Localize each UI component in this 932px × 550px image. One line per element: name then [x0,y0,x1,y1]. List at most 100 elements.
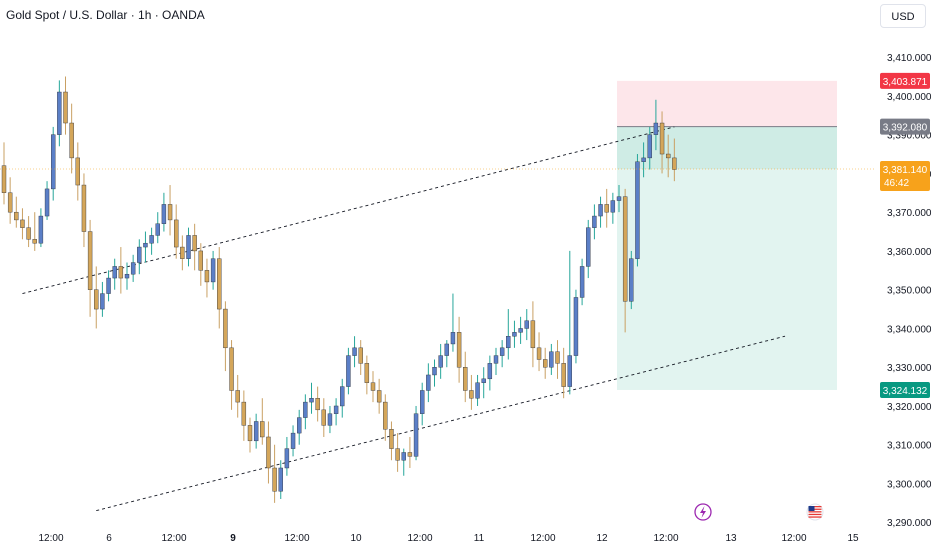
candle[interactable] [573,289,579,364]
candle[interactable] [518,316,523,344]
candle[interactable] [456,316,462,383]
candle[interactable] [512,320,517,348]
candle[interactable] [7,177,13,224]
candle[interactable] [38,208,44,248]
candle[interactable] [610,192,616,224]
candle[interactable] [487,355,493,391]
candle[interactable] [137,239,142,275]
candle[interactable] [641,142,646,178]
candle[interactable] [57,80,62,147]
candle[interactable] [346,347,351,395]
stop-loss-zone[interactable] [617,80,837,127]
candle[interactable] [87,219,93,317]
candle[interactable] [432,359,437,387]
candle[interactable] [543,347,548,379]
candle[interactable] [401,448,406,476]
candle[interactable] [395,433,400,472]
candle[interactable] [278,460,283,499]
candle[interactable] [315,386,320,422]
candle[interactable] [309,382,314,414]
candle[interactable] [659,111,665,174]
candle[interactable] [235,374,240,418]
candle[interactable] [284,436,290,476]
candle[interactable] [450,293,456,352]
candle[interactable] [155,212,160,244]
candle[interactable] [635,154,640,267]
candle[interactable] [161,192,167,232]
candle[interactable] [586,219,591,279]
candle[interactable] [229,340,234,410]
candle[interactable] [506,309,511,360]
candle[interactable] [247,417,253,453]
candle[interactable] [210,250,216,290]
candle[interactable] [14,196,19,228]
candle[interactable] [555,340,560,379]
candle[interactable] [561,347,566,399]
candle[interactable] [106,270,111,302]
candle[interactable] [241,390,247,441]
candle[interactable] [524,309,529,341]
candle[interactable] [112,258,117,290]
candle[interactable] [130,254,136,282]
candle[interactable] [444,340,449,368]
candle[interactable] [26,216,31,248]
candle[interactable] [272,444,277,503]
candle[interactable] [217,247,222,329]
candle[interactable] [376,378,382,414]
candle[interactable] [260,398,265,445]
candle[interactable] [204,258,210,298]
candle[interactable] [579,258,585,306]
candle[interactable] [167,185,173,236]
candle[interactable] [143,231,148,263]
take-profit-zone[interactable] [617,126,837,390]
candle[interactable] [413,405,419,461]
candle[interactable] [420,382,425,426]
candle[interactable] [647,126,652,170]
candle[interactable] [352,336,357,368]
candle[interactable] [598,196,603,228]
channel-line[interactable] [96,335,786,512]
candle[interactable] [223,301,228,372]
candle[interactable] [118,247,124,294]
candle[interactable] [63,76,68,135]
candle[interactable] [290,425,296,457]
candle[interactable] [407,436,413,468]
candle[interactable] [149,227,154,255]
candle[interactable] [198,243,204,286]
candle[interactable] [32,212,37,251]
candle[interactable] [622,188,628,333]
candle[interactable] [186,227,191,267]
candle[interactable] [604,188,609,228]
candle[interactable] [469,374,474,410]
candle[interactable] [69,103,74,174]
candle[interactable] [321,398,326,437]
candle[interactable] [616,185,622,213]
candle[interactable] [499,340,505,368]
candle[interactable] [567,250,572,395]
lightning-icon[interactable] [694,503,712,521]
candle[interactable] [81,173,87,248]
candle[interactable] [173,204,179,259]
channel-line[interactable] [22,126,675,295]
us-flag-icon[interactable] [806,503,824,521]
candle[interactable] [20,208,25,240]
candle[interactable] [1,142,7,205]
candle[interactable] [51,126,56,201]
candle[interactable] [672,138,677,182]
candle[interactable] [180,235,185,271]
candle[interactable] [297,409,302,445]
candle[interactable] [124,262,130,290]
candle[interactable] [389,421,394,461]
candle[interactable] [192,223,197,271]
candle[interactable] [333,398,339,426]
candle[interactable] [100,281,105,317]
candle[interactable] [94,266,99,329]
candle[interactable] [475,374,480,406]
candle[interactable] [370,371,376,403]
candle[interactable] [666,134,671,178]
candle[interactable] [438,343,443,379]
candle[interactable] [364,355,370,395]
candle[interactable] [253,413,259,449]
candle[interactable] [592,204,597,240]
